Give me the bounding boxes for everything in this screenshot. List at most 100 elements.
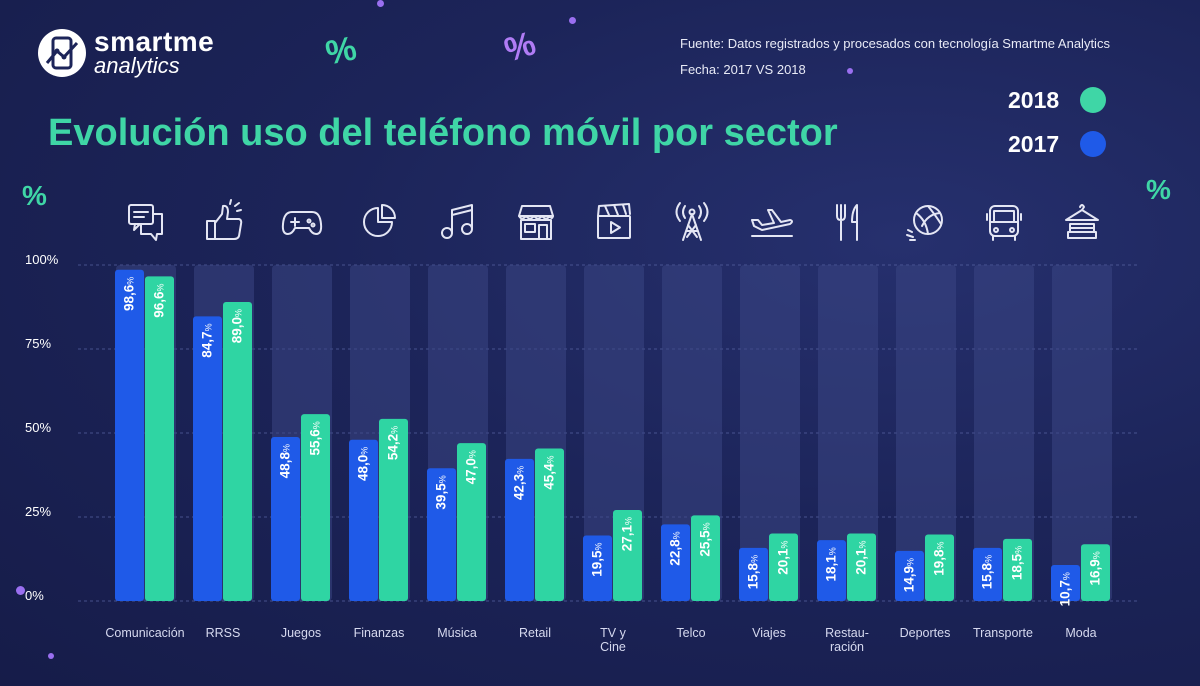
thumbs-up-icon: [206, 199, 243, 240]
bar-track: [896, 265, 956, 601]
bar-2017: [583, 535, 612, 601]
y-tick-label: 75%: [25, 336, 51, 351]
bar-2018: [223, 301, 252, 601]
legend-swatch: [1080, 87, 1106, 113]
bar-2017: [1051, 565, 1080, 601]
bar-track: [974, 265, 1034, 601]
data-label: 19,8%: [932, 541, 947, 575]
legend-swatch: [1080, 131, 1106, 157]
chart-title: Evolución uso del teléfono móvil por sec…: [48, 112, 838, 154]
data-label: 39,5%: [434, 475, 449, 509]
bar-2017: [505, 458, 534, 601]
data-label: 19,5%: [590, 542, 605, 576]
bar-2018: [1081, 544, 1110, 601]
data-label: 45,4%: [542, 455, 557, 489]
category-label: Comunicación: [105, 626, 184, 640]
y-tick-label: 25%: [25, 504, 51, 519]
bar-track: [1052, 265, 1112, 601]
antenna-tower-icon: [675, 202, 709, 241]
decor-dot: [569, 17, 576, 24]
volleyball-icon: [906, 205, 943, 241]
bar-2017: [817, 540, 846, 601]
category-label: Transporte: [973, 626, 1033, 640]
data-label: 18,5%: [1010, 546, 1025, 580]
data-label: 10,7%: [1058, 572, 1073, 606]
y-tick-label: 100%: [25, 252, 59, 267]
decor-dot: [377, 0, 384, 7]
bar-2018: [379, 418, 408, 601]
bar-2017: [427, 468, 456, 601]
bar-2017: [271, 437, 300, 601]
decor-dot: [16, 586, 25, 595]
category-label: Telco: [676, 626, 705, 640]
category-label: Música: [437, 626, 477, 640]
decor-dot: [847, 68, 853, 74]
bar-track: [740, 265, 800, 601]
airplane-icon: [751, 209, 793, 237]
category-label: Juegos: [281, 626, 321, 640]
brand-sub: analytics: [94, 53, 180, 78]
category-label: Moda: [1065, 626, 1096, 640]
y-tick-label: 0%: [25, 588, 44, 603]
data-label: 22,8%: [668, 531, 683, 565]
percent-decoration: %: [1146, 174, 1171, 205]
bar-2017: [739, 547, 768, 601]
clapperboard-icon: [597, 203, 631, 239]
data-label: 98,6%: [122, 277, 137, 311]
data-label: 25,5%: [698, 522, 713, 556]
y-tick-label: 50%: [25, 420, 51, 435]
bar-2018: [535, 448, 564, 601]
bar-2018: [691, 515, 720, 601]
brand-name: smartme: [94, 26, 215, 57]
bar-2018: [847, 533, 876, 601]
bar-2017: [895, 550, 924, 601]
store-icon: [518, 205, 554, 240]
music-note-icon: [441, 204, 473, 239]
bar-2017: [973, 547, 1002, 601]
category-label: Viajes: [752, 626, 786, 640]
gamepad-icon: [281, 211, 323, 235]
bar-2018: [457, 443, 486, 601]
bar-2018: [145, 276, 174, 601]
data-label: 84,7%: [200, 323, 215, 357]
legend: 2018 2017: [1008, 78, 1106, 166]
data-label: 89,0%: [230, 309, 245, 343]
bar-2017: [661, 524, 690, 601]
source-note: Fuente: Datos registrados y procesados c…: [680, 36, 1110, 88]
bar-2018: [613, 509, 642, 601]
data-label: 54,2%: [386, 426, 401, 460]
chat-icon: [128, 204, 163, 241]
data-label: 18,1%: [824, 547, 839, 581]
data-label: 55,6%: [308, 421, 323, 455]
bar-2018: [301, 414, 330, 601]
data-label: 15,8%: [980, 555, 995, 589]
bar-2017: [349, 439, 378, 601]
data-label: 20,1%: [854, 540, 869, 574]
category-label: RRSS: [206, 626, 241, 640]
bus-icon: [986, 205, 1022, 241]
data-label: 48,0%: [356, 447, 371, 481]
category-label: Deportes: [900, 626, 951, 640]
cutlery-icon: [836, 204, 858, 241]
data-label: 15,8%: [746, 555, 761, 589]
percent-decoration: %: [22, 180, 47, 211]
data-label: 47,0%: [464, 450, 479, 484]
source-line: Fuente: Datos registrados y procesados c…: [680, 36, 1110, 51]
legend-label: 2017: [1008, 130, 1060, 157]
data-label: 96,6%: [152, 283, 167, 317]
brand-logo: smartme analytics: [38, 28, 214, 77]
legend-item-2018: 2018: [1008, 78, 1106, 122]
bar-2017: [115, 269, 144, 601]
data-label: 48,8%: [278, 444, 293, 478]
clothes-icon: [1065, 204, 1099, 239]
bar-2018: [1003, 538, 1032, 601]
data-label: 27,1%: [620, 517, 635, 551]
date-line: Fecha: 2017 VS 2018: [680, 62, 806, 77]
bar-track: [818, 265, 878, 601]
category-label: Finanzas: [354, 626, 405, 640]
bar-2017: [193, 316, 222, 601]
decor-dot: [48, 653, 54, 659]
category-label: TV y Cine: [600, 626, 626, 654]
category-label: Retail: [519, 626, 551, 640]
data-label: 16,9%: [1088, 551, 1103, 585]
